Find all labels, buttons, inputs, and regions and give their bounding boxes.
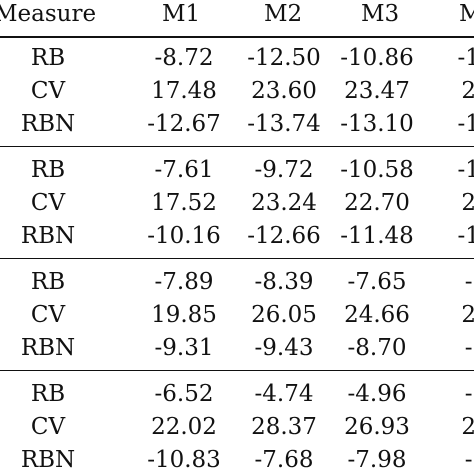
table-cell-m4: -11 [457,45,474,71]
table-cell-m3: -7.98 [347,447,407,473]
table-cell-m4: 25 [461,302,474,328]
table-cell-m3: -4.96 [347,381,407,407]
table-cell-m4: -13 [457,111,474,137]
table-cell-m4: -10 [457,157,474,183]
table-cell-measure: RB [30,381,66,407]
table-cell-m1: -7.89 [154,269,214,295]
table-cell-m2: -7.68 [254,447,314,473]
table-cell-m1: 17.52 [151,190,217,216]
table-cell-m2: -9.72 [254,157,314,183]
table-cell-measure: RB [30,45,66,71]
table-cell-m3: 23.47 [344,78,410,104]
table-cell-m4: -11 [457,223,474,249]
table-cell-m3: -7.65 [347,269,407,295]
table-cell-m1: -6.52 [154,381,214,407]
table-cell-m1: -10.83 [147,447,221,473]
table-cell-m3: -13.10 [340,111,414,137]
table-cell-measure: CV [30,78,66,104]
table-cell-measure: RBN [20,447,76,473]
table-cell-m1: -8.72 [154,45,214,71]
table-cell-measure: RB [30,269,66,295]
table-cell-m3: -10.58 [340,157,414,183]
table-cell-measure: RBN [20,223,76,249]
table-cell-m3: -8.70 [347,335,407,361]
table-cell-m1: -9.31 [154,335,214,361]
table-cell-m4: -5 [464,381,474,407]
table-cell-measure: RBN [20,111,76,137]
header-m2: M2 [264,1,303,27]
table-cell-m2: -4.74 [254,381,314,407]
table-cell-m4: 23 [461,78,474,104]
table-cell-m1: 17.48 [151,78,217,104]
table-cell-m2: 28.37 [251,414,317,440]
header-m4: M [459,1,474,27]
table-cell-measure: CV [30,302,66,328]
table-cell-measure: RB [30,157,66,183]
table-cell-measure: CV [30,190,66,216]
table-cell-m4: -6 [464,447,474,473]
table-cell-m1: 19.85 [151,302,217,328]
header-m3: M3 [361,1,400,27]
table-cell-m3: -10.86 [340,45,414,71]
table-cell-m1: -10.16 [147,223,221,249]
table-cell-m2: -13.74 [247,111,321,137]
table-cell-measure: CV [30,414,66,440]
table-cell-m2: 23.24 [251,190,317,216]
table-cell-m3: 24.66 [344,302,410,328]
table-cell-m2: -12.66 [247,223,321,249]
table-cell-m4: -9 [464,335,474,361]
table-cell-m2: -9.43 [254,335,314,361]
table-cell-measure: RBN [20,335,76,361]
table-cell-m2: 23.60 [251,78,317,104]
table-cell-m3: -11.48 [340,223,414,249]
table-cell-m3: 26.93 [344,414,410,440]
table-cell-m1: 22.02 [151,414,217,440]
header-m1: M1 [162,1,201,27]
group-divider-1 [0,146,474,147]
table-cell-m2: -12.50 [247,45,321,71]
table-cell-m2: -8.39 [254,269,314,295]
table-cell-m1: -7.61 [154,157,214,183]
group-divider-2 [0,258,474,259]
table-cell-m4: 27 [461,414,474,440]
header-measure: Measure [0,1,97,27]
table-cell-m4: 23 [461,190,474,216]
table-cell-m1: -12.67 [147,111,221,137]
group-divider-3 [0,370,474,371]
table-cell-m3: 22.70 [344,190,410,216]
table-cell-m2: 26.05 [251,302,317,328]
table-cell-m4: -8 [464,269,474,295]
header-rule [0,36,474,38]
